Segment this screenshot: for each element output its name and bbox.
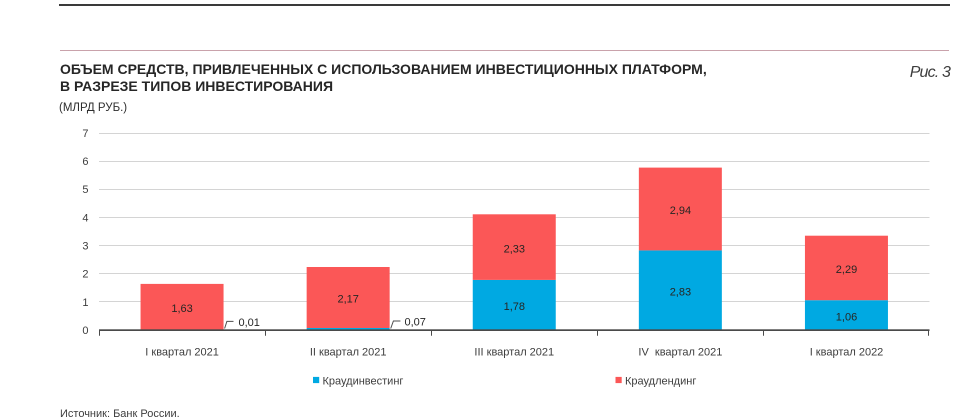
svg-text:0,01: 0,01 — [239, 317, 260, 329]
svg-text:Краудинвестинг: Краудинвестинг — [323, 375, 404, 387]
svg-text:4: 4 — [82, 212, 88, 224]
svg-text:II квартал 2021: II квартал 2021 — [310, 347, 387, 359]
svg-text:0,07: 0,07 — [405, 317, 426, 329]
svg-text:Краудлендинг: Краудлендинг — [625, 375, 696, 387]
svg-text:2,29: 2,29 — [836, 264, 857, 276]
svg-text:I квартал 2021: I квартал 2021 — [145, 347, 219, 359]
svg-text:2,17: 2,17 — [337, 294, 358, 306]
svg-text:1,63: 1,63 — [171, 303, 192, 315]
svg-text:6: 6 — [82, 156, 88, 168]
svg-text:III квартал 2021: III квартал 2021 — [474, 347, 554, 359]
svg-text:2,94: 2,94 — [670, 205, 691, 217]
svg-text:1,78: 1,78 — [504, 301, 525, 313]
svg-text:I квартал 2022: I квартал 2022 — [810, 347, 884, 359]
svg-text:2,83: 2,83 — [670, 286, 691, 298]
svg-text:IV квартал 2021: IV квартал 2021 — [638, 347, 722, 359]
svg-text:1: 1 — [82, 297, 88, 309]
svg-text:0: 0 — [82, 325, 88, 337]
svg-text:5: 5 — [82, 184, 88, 196]
svg-text:1,06: 1,06 — [836, 311, 857, 323]
svg-text:3: 3 — [82, 241, 88, 253]
svg-text:2,33: 2,33 — [504, 243, 525, 255]
svg-text:2: 2 — [82, 269, 88, 281]
svg-text:7: 7 — [82, 128, 88, 140]
